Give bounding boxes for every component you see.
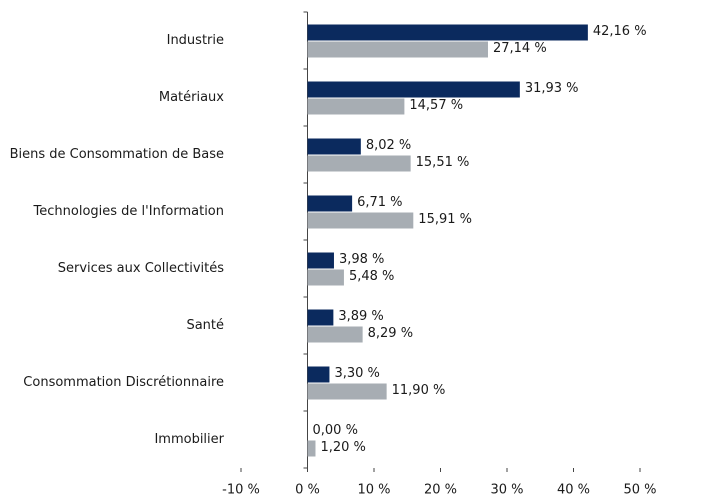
bar (307, 24, 588, 41)
value-label: 0,00 % (313, 423, 358, 438)
x-tick-label: 10 % (357, 483, 390, 498)
x-tick-label: 50 % (623, 483, 656, 498)
value-label: 8,29 % (368, 326, 413, 341)
x-tick-label: 40 % (557, 483, 590, 498)
value-label: 3,98 % (339, 252, 384, 267)
value-label: 3,30 % (334, 366, 379, 381)
bar (307, 195, 353, 212)
x-tick-label: 20 % (424, 483, 457, 498)
value-label: 3,89 % (338, 309, 383, 324)
value-label: 42,16 % (593, 24, 647, 39)
bar (307, 440, 316, 457)
category-label: Santé (186, 318, 224, 333)
value-label: 11,90 % (392, 383, 446, 398)
bar (307, 383, 387, 400)
value-label: 1,20 % (320, 440, 365, 455)
x-tick-label: -10 % (222, 483, 260, 498)
x-tick-label: 0 % (295, 483, 320, 498)
bar (307, 41, 488, 58)
value-label: 27,14 % (493, 41, 547, 56)
bar (307, 252, 334, 269)
category-label: Biens de Consommation de Base (10, 147, 224, 162)
category-label: Matériaux (159, 90, 224, 105)
bar (307, 326, 363, 343)
value-label: 15,51 % (416, 155, 470, 170)
x-tick-label: 30 % (490, 483, 523, 498)
bar (307, 212, 414, 229)
category-label: Technologies de l'Information (33, 204, 224, 219)
value-label: 15,91 % (418, 212, 472, 227)
bar (307, 366, 330, 383)
value-label: 8,02 % (366, 138, 411, 153)
bar (307, 309, 334, 326)
bar (307, 138, 361, 155)
bar (307, 155, 411, 172)
bar (307, 81, 520, 98)
category-label: Services aux Collectivités (58, 261, 224, 276)
value-label: 14,57 % (409, 98, 463, 113)
category-label: Consommation Discrétionnaire (23, 375, 224, 390)
value-label: 31,93 % (525, 81, 579, 96)
value-label: 5,48 % (349, 269, 394, 284)
category-label: Industrie (167, 33, 224, 48)
bar (307, 98, 405, 115)
bar (307, 269, 344, 286)
value-label: 6,71 % (357, 195, 402, 210)
category-label: Immobilier (154, 432, 224, 447)
